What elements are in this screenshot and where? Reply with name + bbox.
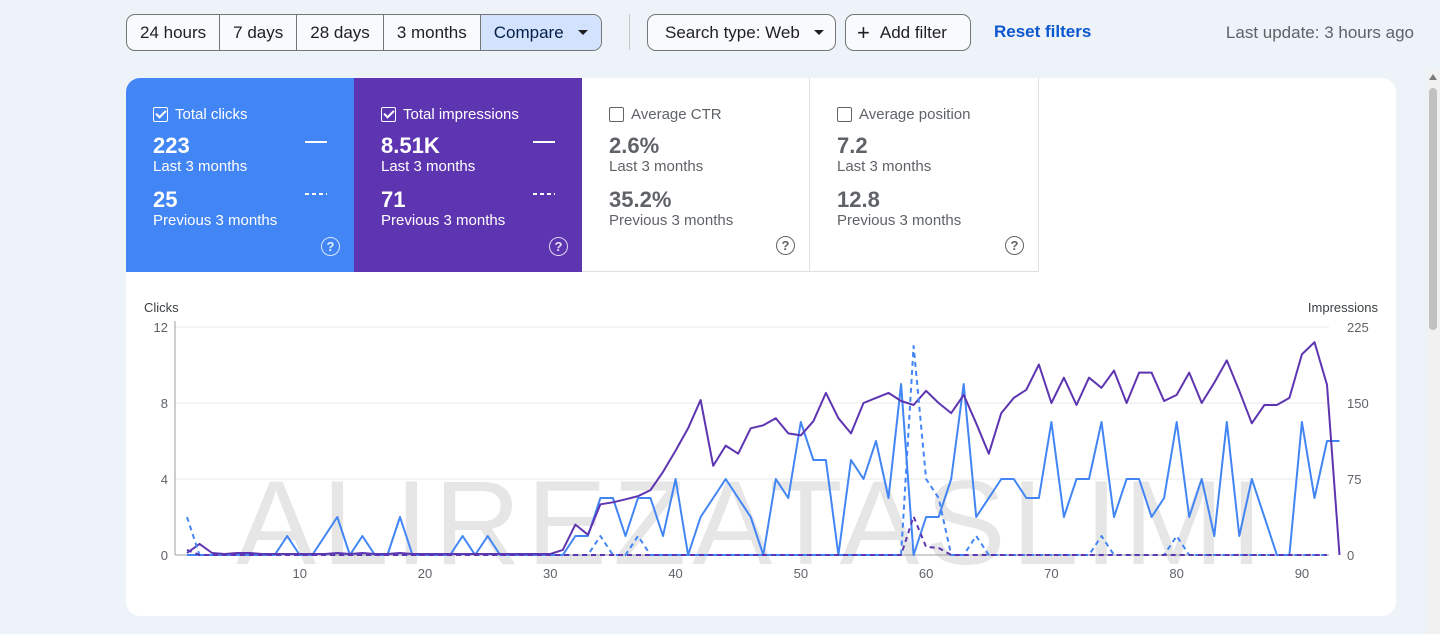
- metric-header: Total clicks: [153, 105, 354, 123]
- y-left-tick-label: 8: [161, 396, 168, 411]
- y-right-tick-label: 225: [1347, 320, 1369, 335]
- range-24-hours-button[interactable]: 24 hours: [127, 15, 221, 50]
- checkbox-checked-icon[interactable]: [381, 106, 396, 122]
- dashed-line-legend-icon: [533, 193, 555, 195]
- y-right-tick-label: 75: [1347, 472, 1361, 487]
- range-7-days-button[interactable]: 7 days: [220, 15, 298, 50]
- metric-previous-value: 71: [381, 187, 406, 212]
- add-filter-label: Add filter: [879, 22, 947, 42]
- metric-tile-total-clicks[interactable]: Total clicks 223 Last 3 months 25 Previo…: [126, 78, 354, 272]
- metric-title: Total clicks: [175, 105, 248, 123]
- checkbox-unchecked-icon[interactable]: [837, 106, 852, 122]
- x-tick-label: 80: [1169, 566, 1183, 581]
- metric-current-label: Last 3 months: [609, 158, 704, 175]
- chart-lines: [186, 341, 1341, 556]
- series-line-total-impressions-previous[interactable]: [186, 515, 1327, 556]
- chart-ticks: 0 0 4 75 8 150 12 225 10 20 30 40 50 60 70 80 90: [154, 320, 1369, 581]
- metric-current-value: 8.51K: [381, 133, 440, 158]
- x-tick-label: 30: [543, 566, 557, 581]
- search-type-label: Search type: Web: [665, 22, 800, 42]
- metric-current-label: Last 3 months: [153, 158, 248, 175]
- y-left-tick-label: 12: [154, 320, 168, 335]
- metric-tile-average-ctr[interactable]: Average CTR 2.6% Last 3 months 35.2% Pre…: [582, 78, 810, 272]
- x-tick-label: 70: [1044, 566, 1058, 581]
- y-axis-right-title: Impressions: [1307, 300, 1378, 315]
- metric-previous-value: 35.2%: [609, 187, 672, 212]
- metric-previous-label: Previous 3 months: [381, 212, 506, 229]
- x-tick-label: 40: [668, 566, 682, 581]
- y-right-tick-label: 0: [1347, 548, 1354, 563]
- metric-header: Average position: [837, 105, 1038, 123]
- metric-title: Total impressions: [403, 105, 519, 123]
- x-tick-label: 10: [293, 566, 307, 581]
- y-right-tick-label: 150: [1347, 396, 1369, 411]
- solid-line-legend-icon: [533, 141, 555, 143]
- metric-previous-label: Previous 3 months: [609, 212, 734, 229]
- y-axis-left-title: Clicks: [144, 300, 179, 315]
- search-type-dropdown[interactable]: Search type: Web: [647, 14, 836, 51]
- toolbar-divider: [629, 14, 630, 50]
- x-tick-label: 90: [1295, 566, 1309, 581]
- metric-tile-total-impressions[interactable]: Total impressions 8.51K Last 3 months 71…: [354, 78, 582, 272]
- caret-down-icon: [577, 30, 588, 35]
- date-range-selector: 24 hours 7 days 28 days 3 months Compare: [126, 14, 602, 51]
- help-icon[interactable]: ?: [776, 236, 795, 255]
- metric-previous-value: 25: [153, 187, 178, 212]
- line-chart-svg[interactable]: ALIREZATASLIMI 0 0 4 75 8 150 12 225 10 20 30 40 50 6…: [126, 272, 1396, 616]
- metric-title: Average CTR: [631, 105, 722, 123]
- checkbox-checked-icon[interactable]: [153, 106, 168, 122]
- help-icon[interactable]: ?: [321, 237, 340, 256]
- metric-current-label: Last 3 months: [381, 158, 476, 175]
- toolbar: 24 hours 7 days 28 days 3 months Compare…: [0, 0, 1440, 66]
- y-left-tick-label: 4: [161, 472, 168, 487]
- metric-header: Average CTR: [609, 105, 809, 123]
- metric-title: Average position: [859, 105, 971, 123]
- reset-filters-link[interactable]: Reset filters: [994, 22, 1092, 41]
- page-scrollbar[interactable]: [1426, 70, 1440, 634]
- add-filter-button[interactable]: + Add filter: [845, 14, 971, 51]
- metric-previous-value: 12.8: [837, 187, 880, 212]
- performance-chart: Clicks Impressions ALIREZATASLIMI 0 0 4 75 8…: [126, 272, 1396, 616]
- help-icon[interactable]: ?: [549, 237, 568, 256]
- solid-line-legend-icon: [305, 141, 327, 143]
- last-update-text: Last update: 3 hours ago: [1225, 23, 1414, 42]
- watermark-text: ALIREZATASLIMI: [236, 456, 1269, 590]
- metric-tile-average-position[interactable]: Average position 7.2 Last 3 months 12.8 …: [810, 78, 1039, 272]
- scrollbar-thumb[interactable]: [1429, 88, 1437, 330]
- performance-card: Total clicks 223 Last 3 months 25 Previo…: [126, 78, 1396, 616]
- x-tick-label: 50: [794, 566, 808, 581]
- plus-icon: +: [857, 19, 870, 45]
- x-tick-label: 60: [919, 566, 933, 581]
- metric-previous-label: Previous 3 months: [837, 212, 962, 229]
- metric-current-label: Last 3 months: [837, 158, 932, 175]
- metric-current-value: 223: [153, 133, 190, 158]
- dashed-line-legend-icon: [305, 193, 327, 195]
- range-28-days-button[interactable]: 28 days: [297, 15, 384, 50]
- compare-dropdown[interactable]: Compare: [480, 15, 601, 50]
- range-3-months-button[interactable]: 3 months: [384, 15, 481, 50]
- scroll-up-arrow-icon[interactable]: [1429, 74, 1437, 80]
- metric-current-value: 7.2: [837, 133, 868, 158]
- checkbox-unchecked-icon[interactable]: [609, 106, 624, 122]
- help-icon[interactable]: ?: [1005, 236, 1024, 255]
- metric-header: Total impressions: [381, 105, 582, 123]
- metric-current-value: 2.6%: [609, 133, 660, 158]
- metric-previous-label: Previous 3 months: [153, 212, 278, 229]
- compare-label: Compare: [493, 22, 564, 42]
- caret-down-icon: [813, 30, 824, 35]
- x-tick-label: 20: [418, 566, 432, 581]
- y-left-tick-label: 0: [161, 548, 168, 563]
